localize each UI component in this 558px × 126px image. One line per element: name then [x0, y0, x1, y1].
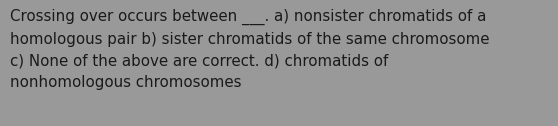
Text: Crossing over occurs between ___. a) nonsister chromatids of a
homologous pair b: Crossing over occurs between ___. a) non…: [10, 9, 489, 90]
